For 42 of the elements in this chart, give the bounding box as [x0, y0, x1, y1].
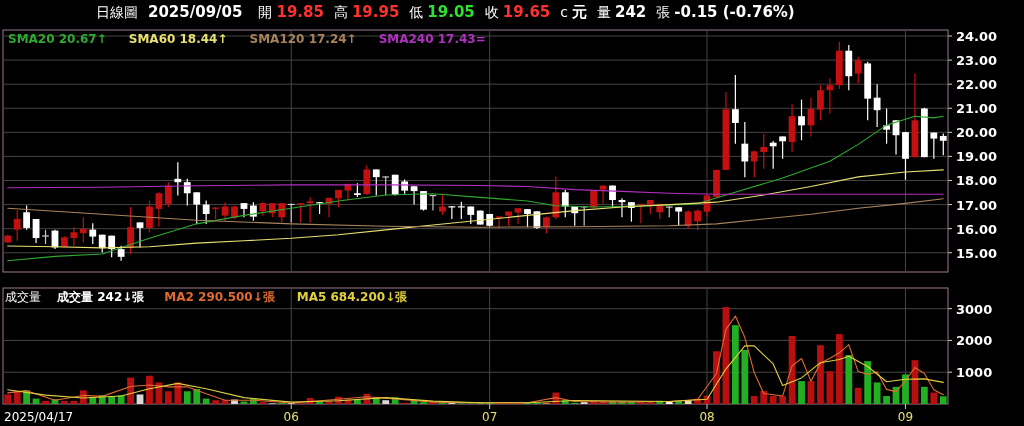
y-tick-label: 19.00 — [956, 149, 998, 165]
y-tick-label: 17.00 — [956, 197, 998, 213]
text: MA5 684.200↓張 — [296, 290, 409, 304]
text: 19.95 — [351, 3, 400, 21]
y-tick-label: 22.00 — [956, 77, 998, 93]
text: SMA60 18.44↑ — [128, 32, 228, 46]
y-tick-label: 23.00 — [956, 53, 998, 69]
text: -0.15 (-0.76%) — [674, 3, 795, 21]
y-tick-label: 3000 — [956, 301, 993, 317]
text: 2025/04/17 — [4, 410, 74, 424]
y-tick-label: 15.00 — [956, 245, 998, 261]
x-tick-label: 06 — [283, 410, 299, 424]
text: SMA120 17.24↑ — [249, 32, 357, 46]
text: MA2 290.500↓張 — [164, 290, 276, 304]
text: 242 — [614, 3, 647, 21]
text: 19.05 — [427, 3, 475, 21]
y-tick-label: 1000 — [956, 365, 993, 381]
text: SMA240 17.43= — [378, 32, 486, 46]
text: c — [560, 4, 568, 20]
y-tick-label: 16.00 — [956, 221, 998, 237]
text: 高 — [333, 4, 348, 20]
text: 元 — [570, 3, 587, 21]
y-tick-label: 18.00 — [956, 173, 998, 189]
text: 收 — [484, 4, 499, 20]
y-tick-label: 21.00 — [956, 101, 998, 117]
y-tick-label: 2000 — [956, 333, 993, 349]
chart-title: 日線圖 — [96, 4, 138, 20]
annotation: 成交量 242↓張 — [56, 290, 146, 304]
text: 開 — [258, 4, 273, 20]
x-tick-label: 07 — [482, 410, 498, 424]
y-tick-label: 20.00 — [956, 125, 998, 141]
text: 低 — [409, 4, 424, 20]
text: 19.65 — [502, 3, 551, 21]
y-tick-label: 24.00 — [956, 29, 998, 45]
text: 張 — [656, 4, 671, 20]
chart-title: 成交量 — [5, 290, 41, 304]
text: SMA20 20.67↑ — [8, 32, 107, 46]
chart-subtitle: 2025/09/05 — [148, 3, 243, 21]
x-tick-label: 08 — [699, 410, 715, 424]
x-tick-label: 09 — [897, 410, 914, 424]
text: 量 — [596, 4, 611, 20]
text: 19.85 — [276, 3, 324, 21]
